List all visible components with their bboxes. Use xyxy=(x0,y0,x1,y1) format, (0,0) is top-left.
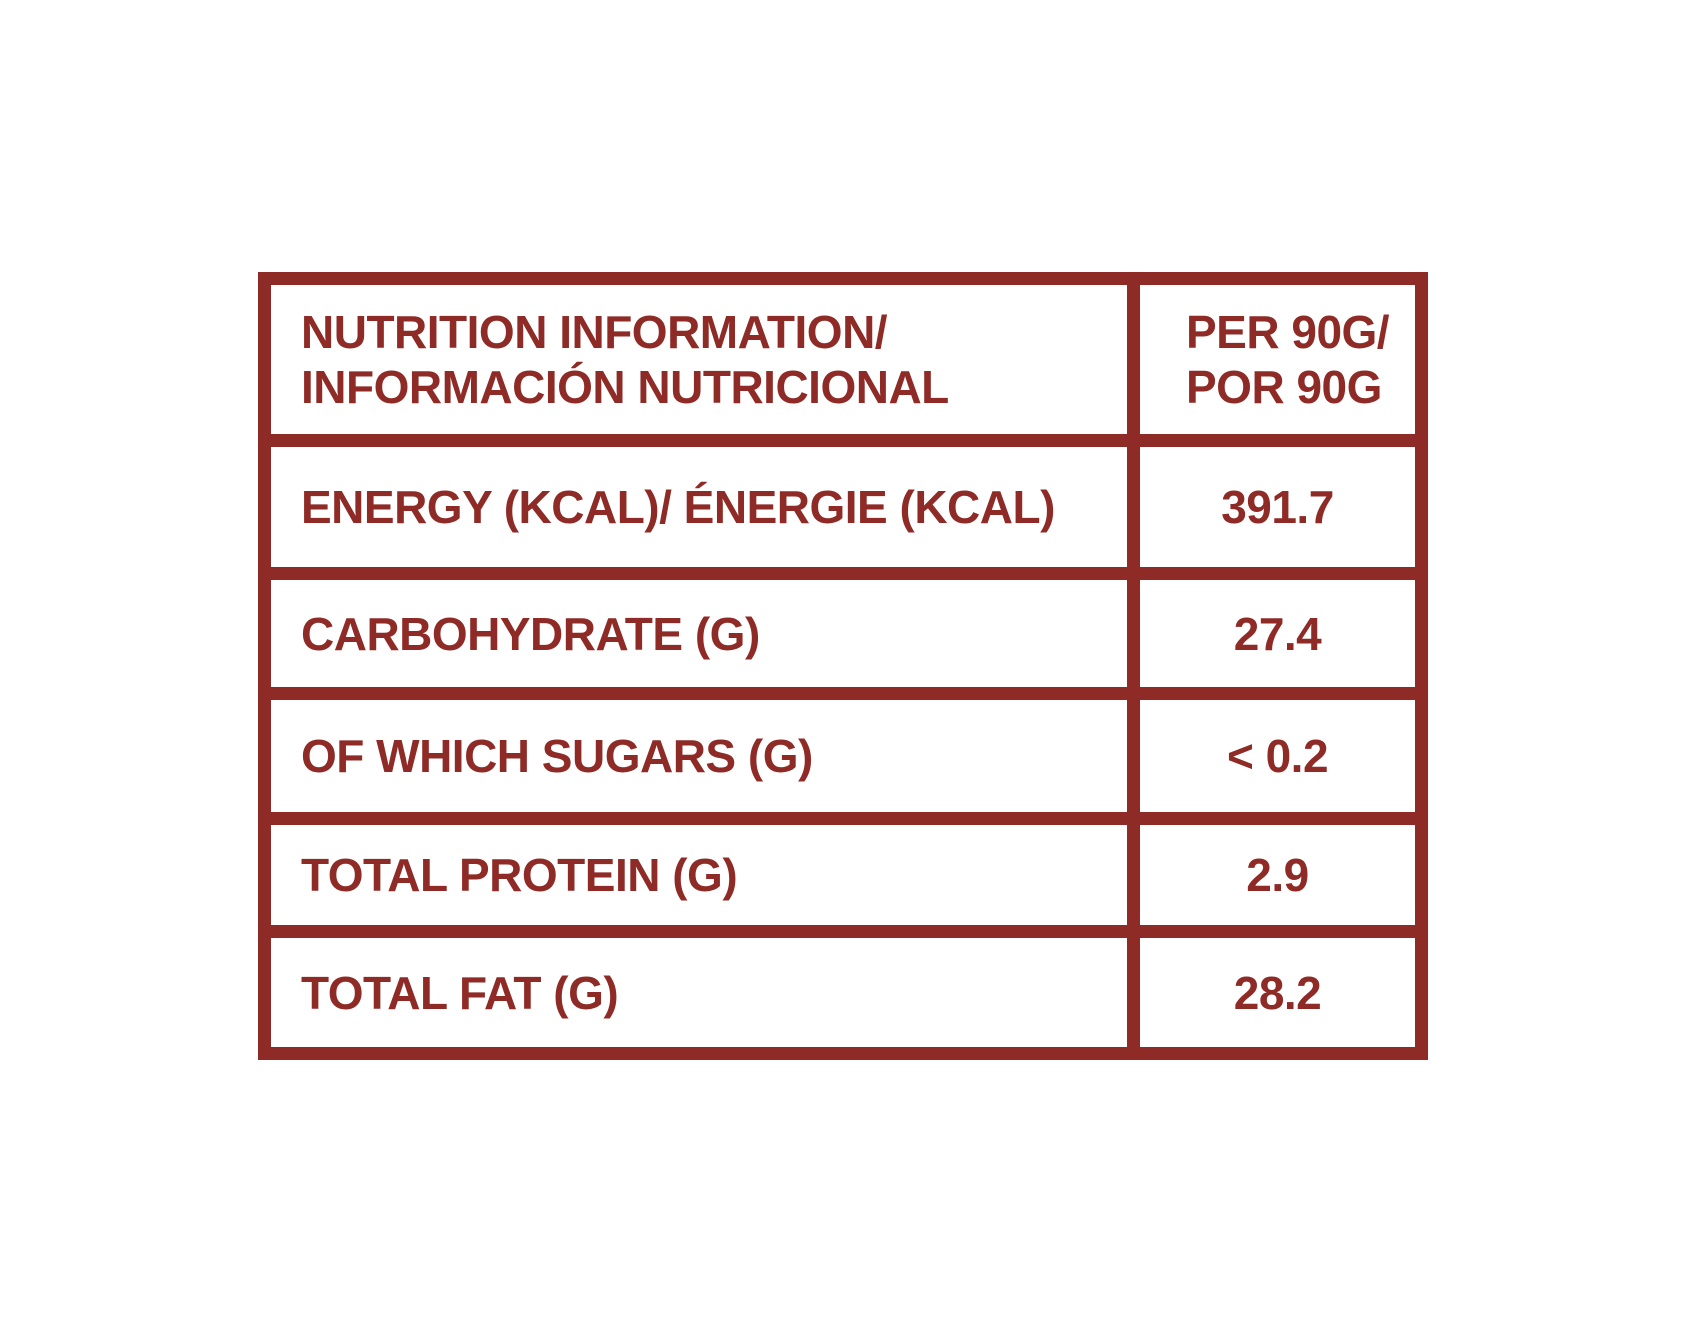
row-fat-label: TOTAL FAT (G) xyxy=(271,938,1127,1047)
row-sugars-label-text: OF WHICH SUGARS (G) xyxy=(301,730,813,782)
row-sugars-value: < 0.2 xyxy=(1140,700,1415,812)
nutrition-table: NUTRITION INFORMATION/ INFORMACIÓN NUTRI… xyxy=(258,272,1428,1060)
row-fat-label-text: TOTAL FAT (G) xyxy=(301,966,619,1019)
row-energy-label-text: ENERGY (KCAL)/ ÉNERGIE (KCAL) xyxy=(301,481,1055,533)
row-carbohydrate-label-text: CARBOHYDRATE (G) xyxy=(301,607,760,660)
row-protein-label: TOTAL PROTEIN (G) xyxy=(271,825,1127,925)
header-serving-line-1: PER 90G/ xyxy=(1186,305,1390,358)
row-energy-value-text: 391.7 xyxy=(1221,481,1334,533)
row-energy-label: ENERGY (KCAL)/ ÉNERGIE (KCAL) xyxy=(271,447,1127,567)
row-sugars-label: OF WHICH SUGARS (G) xyxy=(271,700,1127,812)
row-sugars-value-text: < 0.2 xyxy=(1226,730,1329,782)
row-fat-value: 28.2 xyxy=(1140,938,1415,1047)
header-serving-cell: PER 90G/ POR 90G xyxy=(1140,285,1415,434)
row-carbohydrate-value: 27.4 xyxy=(1140,580,1415,687)
row-protein-value: 2.9 xyxy=(1140,825,1415,925)
header-title-line-1: NUTRITION INFORMATION/ xyxy=(301,305,888,358)
row-energy-value: 391.7 xyxy=(1140,447,1415,567)
header-title-line-2: INFORMACIÓN NUTRICIONAL xyxy=(301,360,949,413)
row-protein-label-text: TOTAL PROTEIN (G) xyxy=(301,849,738,901)
row-fat-value-text: 28.2 xyxy=(1233,966,1322,1019)
row-carbohydrate-value-text: 27.4 xyxy=(1233,607,1322,660)
row-carbohydrate-label: CARBOHYDRATE (G) xyxy=(271,580,1127,687)
header-title-cell: NUTRITION INFORMATION/ INFORMACIÓN NUTRI… xyxy=(271,285,1127,434)
row-protein-value-text: 2.9 xyxy=(1246,849,1309,901)
header-serving-line-2: POR 90G xyxy=(1186,360,1382,413)
